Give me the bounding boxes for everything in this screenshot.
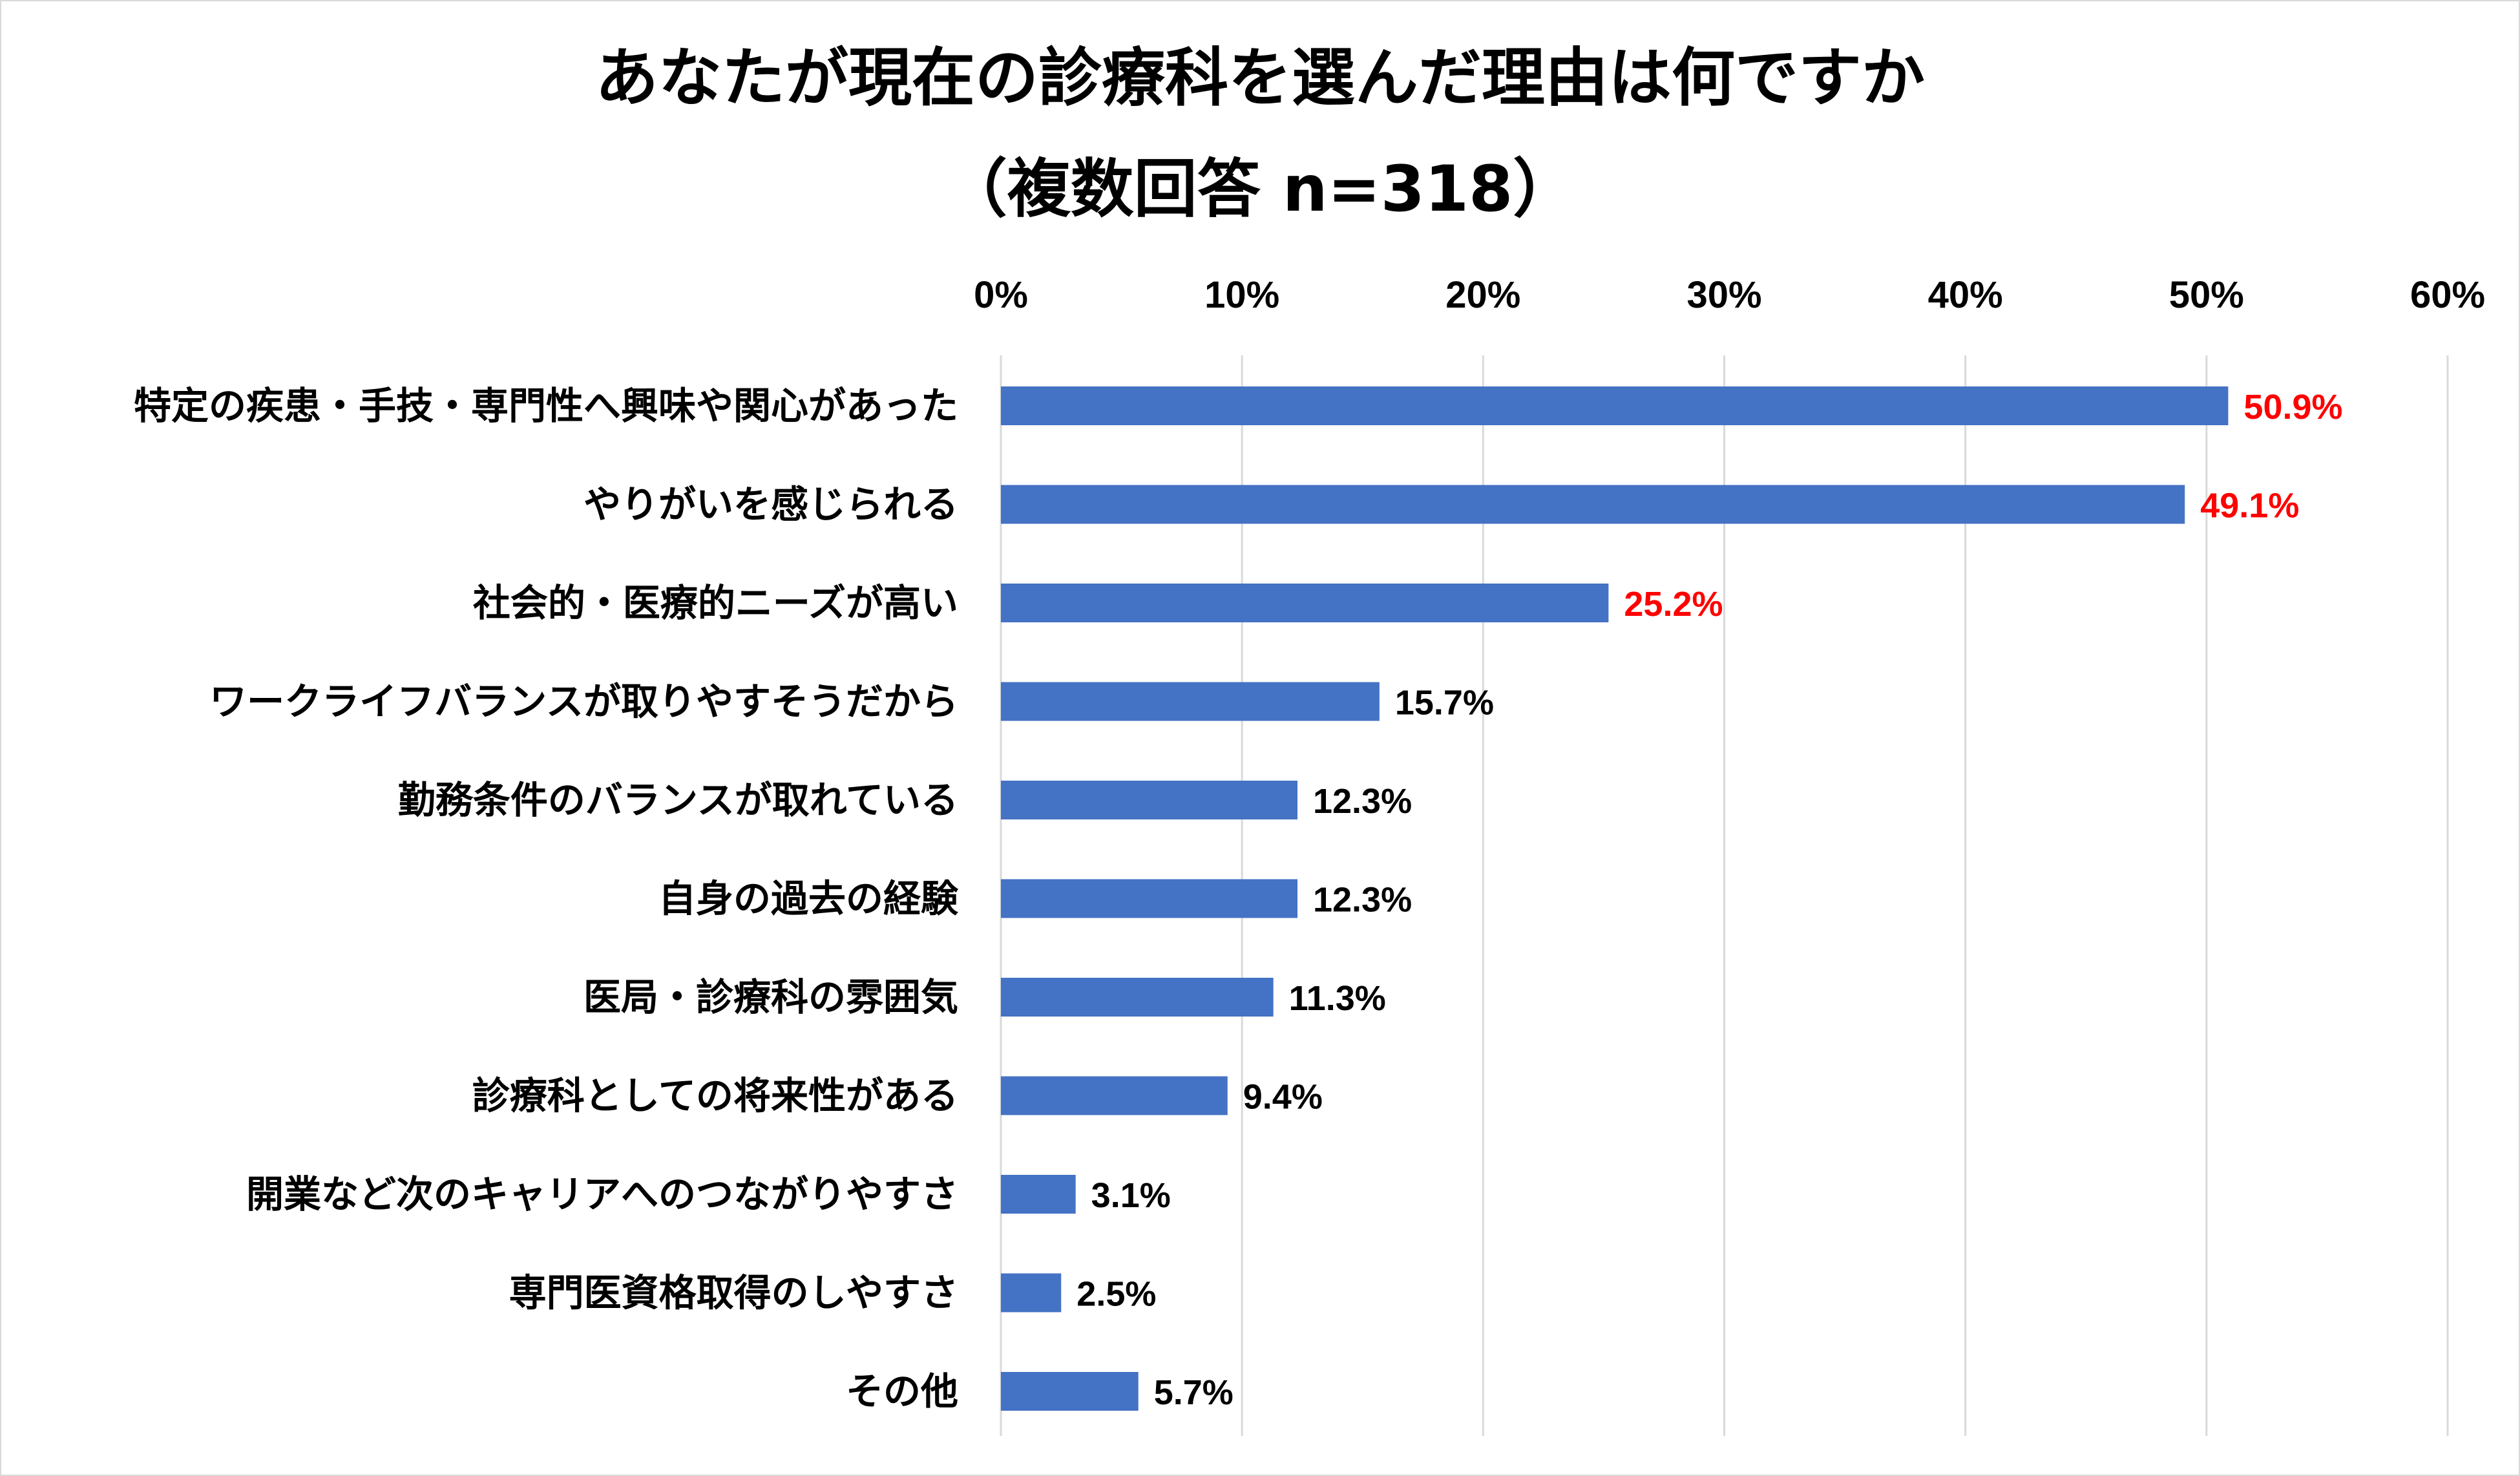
x-tick-label-20: 20% [1445, 274, 1520, 316]
x-tick-label-40: 40% [1928, 274, 2003, 316]
x-tick-label-50: 50% [2169, 274, 2244, 316]
category-label-11: その他 [846, 1369, 958, 1413]
category-label-7: 医局・診療科の雰囲気 [583, 975, 958, 1019]
value-labels: 50.9% 49.1% 25.2% 15.7% 12.3% 12.3% 11.3% 9.4% 3… [1076, 388, 2342, 1412]
value-label-4: 15.7% [1395, 684, 1494, 722]
bar-4 [1001, 682, 1380, 721]
value-label-1: 50.9% [2243, 388, 2342, 427]
x-tick-label-10: 10% [1204, 274, 1279, 316]
bar-5 [1001, 781, 1297, 819]
category-label-6: 自身の過去の経験 [658, 877, 959, 921]
bar-9 [1001, 1175, 1076, 1214]
bar-10 [1001, 1273, 1062, 1313]
bar-11 [1001, 1372, 1139, 1411]
bar-8 [1001, 1076, 1228, 1115]
bar-2 [1001, 485, 2185, 524]
value-label-9: 3.1% [1091, 1176, 1171, 1215]
value-label-2: 49.1% [2200, 487, 2299, 525]
category-label-1: 特定の疾患・手技・専門性へ興味や関心があった [134, 384, 958, 428]
category-label-3: 社会的・医療的ニーズが高い [473, 581, 958, 625]
category-label-10: 専門医資格取得のしやすさ [509, 1271, 958, 1315]
bar-3 [1001, 584, 1609, 622]
value-label-8: 9.4% [1243, 1078, 1323, 1117]
value-label-6: 12.3% [1313, 881, 1412, 920]
chart-subtitle: （複数回答 n=318） [943, 153, 1577, 226]
value-label-7: 11.3% [1289, 979, 1386, 1018]
category-label-5: 勤務条件のバランスが取れている [398, 778, 958, 822]
bar-7 [1001, 978, 1274, 1017]
category-labels: 特定の疾患・手技・専門性へ興味や関心があったやりがいを感じられる社会的・医療的ニ… [134, 384, 959, 1413]
value-label-3: 25.2% [1624, 585, 1723, 624]
category-label-8: 診療科としての将来性がある [472, 1074, 958, 1118]
value-label-11: 5.7% [1154, 1373, 1234, 1412]
value-label-10: 2.5% [1076, 1275, 1156, 1314]
gridlines [1000, 355, 2449, 1436]
x-axis-tick-labels: 0% 10% 20% 30% 40% 50% 60% [974, 274, 2485, 316]
bars [1001, 386, 2229, 1411]
category-label-2: やりがいを感じられる [583, 483, 958, 527]
category-label-9: 開業など次のキャリアへのつながりやすさ [246, 1172, 958, 1216]
x-tick-label-30: 30% [1686, 274, 1761, 316]
bar-6 [1001, 879, 1297, 918]
x-tick-label-60: 60% [2410, 274, 2485, 316]
category-label-4: ワークライフバランスが取りやすそうだから [209, 680, 958, 724]
x-tick-label-0: 0% [974, 274, 1028, 316]
chart-title: あなたが現在の診療科を選んだ理由は何ですか [594, 41, 1925, 115]
value-label-5: 12.3% [1313, 782, 1412, 821]
bar-1 [1001, 386, 2229, 425]
